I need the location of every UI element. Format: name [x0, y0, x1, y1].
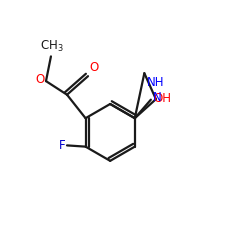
Text: O: O: [36, 74, 45, 86]
Text: CH$_3$: CH$_3$: [40, 39, 64, 54]
Text: N: N: [153, 92, 162, 104]
Text: F: F: [59, 139, 66, 152]
Text: NH: NH: [147, 76, 164, 89]
Text: OH: OH: [153, 92, 171, 105]
Text: O: O: [89, 61, 99, 74]
